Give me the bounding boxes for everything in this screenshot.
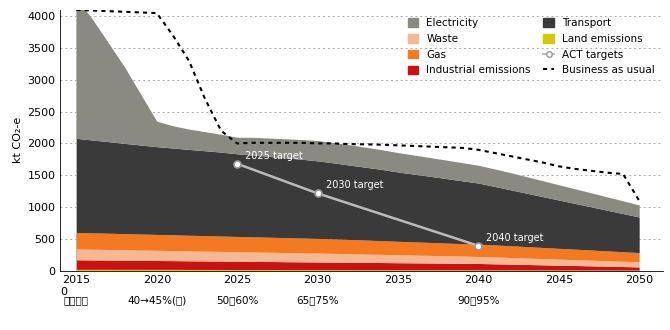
Text: 2040 target: 2040 target [486, 233, 544, 243]
Text: 0: 0 [60, 287, 67, 297]
Text: 削減目標: 削減目標 [64, 296, 89, 306]
Text: 50～60%: 50～60% [216, 296, 259, 306]
Text: 65～75%: 65～75% [296, 296, 339, 306]
Text: 90～95%: 90～95% [457, 296, 500, 306]
Text: 2025 target: 2025 target [245, 151, 303, 161]
Text: 2030 target: 2030 target [326, 181, 383, 190]
Text: 40→45%(実): 40→45%(実) [127, 296, 186, 306]
Legend: Electricity, Waste, Gas, Industrial emissions, Transport, Land emissions, ACT ta: Electricity, Waste, Gas, Industrial emis… [405, 15, 658, 79]
Y-axis label: kt CO₂-e: kt CO₂-e [13, 117, 23, 163]
